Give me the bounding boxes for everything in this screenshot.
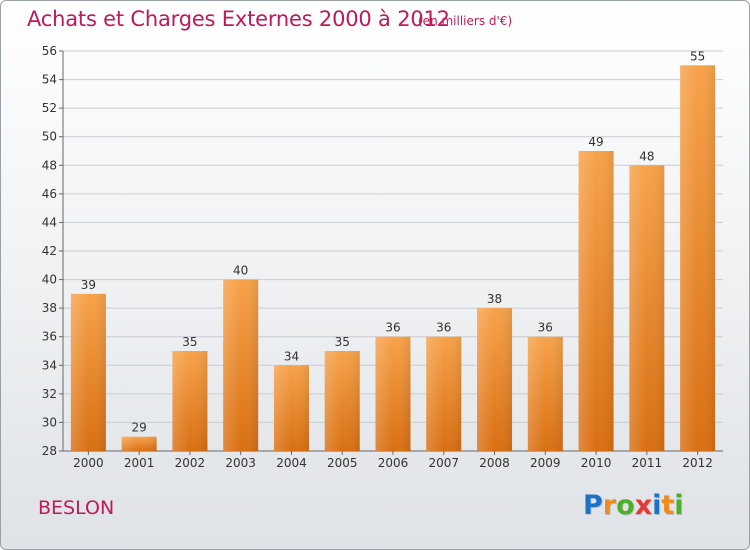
x-tick-label: 2007 — [428, 456, 459, 470]
x-tick-label: 2005 — [327, 456, 358, 470]
y-tick-label: 42 — [42, 244, 57, 258]
bar-shade — [629, 165, 665, 452]
y-tick-label: 32 — [42, 387, 57, 401]
data-label: 38 — [487, 292, 502, 306]
bar-shade — [426, 336, 462, 451]
bar-shade — [70, 293, 106, 451]
logo-letter: r — [602, 490, 617, 521]
logo-letter: t — [661, 490, 675, 521]
bar-shade — [223, 279, 259, 451]
data-label: 36 — [385, 321, 400, 335]
x-tick-label: 2000 — [73, 456, 104, 470]
logo-letter: x — [634, 490, 653, 521]
y-tick-label: 56 — [42, 44, 57, 58]
x-tick-label: 2006 — [378, 456, 409, 470]
y-tick-label: 34 — [42, 358, 57, 372]
bar-shade — [273, 365, 309, 451]
bar-shade — [375, 336, 411, 451]
x-tick-label: 2009 — [530, 456, 561, 470]
y-tick-label: 48 — [42, 158, 57, 172]
x-tick-label: 2003 — [225, 456, 256, 470]
x-tick-label: 2002 — [175, 456, 206, 470]
x-tick-label: 2011 — [632, 456, 663, 470]
bar-shade — [172, 351, 208, 451]
bar-shade — [121, 436, 157, 451]
data-label: 48 — [639, 149, 654, 163]
proxiti-logo: Proxiti — [583, 490, 684, 521]
y-tick-label: 40 — [42, 273, 57, 287]
x-tick-label: 2010 — [581, 456, 612, 470]
logo-letter: i — [652, 490, 662, 521]
data-label: 36 — [538, 321, 553, 335]
x-tick-label: 2001 — [124, 456, 155, 470]
y-tick-label: 30 — [42, 415, 57, 429]
y-tick-label: 52 — [42, 101, 57, 115]
y-tick-label: 36 — [42, 330, 57, 344]
chart-subtitle: (en milliers d'€) — [418, 14, 513, 28]
data-label: 29 — [132, 421, 147, 435]
data-label: 40 — [233, 264, 248, 278]
bar-shade — [477, 308, 513, 451]
bar-shade — [578, 151, 614, 451]
y-tick-label: 54 — [42, 73, 57, 87]
data-label: 36 — [436, 321, 451, 335]
x-tick-label: 2008 — [479, 456, 510, 470]
x-tick-label: 2004 — [276, 456, 307, 470]
bar-shade — [680, 65, 716, 452]
data-label: 35 — [182, 335, 197, 349]
chart-title: Achats et Charges Externes 2000 à 2012 — [27, 7, 450, 31]
data-label: 35 — [335, 335, 350, 349]
y-tick-label: 38 — [42, 301, 57, 315]
place-name: BESLON — [38, 497, 115, 519]
data-label: 55 — [690, 49, 705, 63]
label-layer: 39 29 35 40 34 35 36 36 38 36 49 48 55 — [81, 49, 706, 434]
x-tick-label: 2012 — [682, 456, 713, 470]
y-tick-label: 46 — [42, 187, 57, 201]
data-label: 34 — [284, 349, 299, 363]
data-label: 39 — [81, 278, 96, 292]
data-label: 49 — [588, 135, 603, 149]
logo-letter: P — [583, 490, 603, 521]
y-tick-label: 44 — [42, 215, 57, 229]
bar-shade — [324, 351, 360, 451]
logo-letter: o — [616, 490, 635, 521]
y-tick-label: 50 — [42, 130, 57, 144]
bar-layer — [70, 65, 716, 452]
logo-letter: i — [674, 490, 684, 521]
bar-shade — [527, 336, 563, 451]
y-tick-label: 28 — [42, 444, 57, 458]
